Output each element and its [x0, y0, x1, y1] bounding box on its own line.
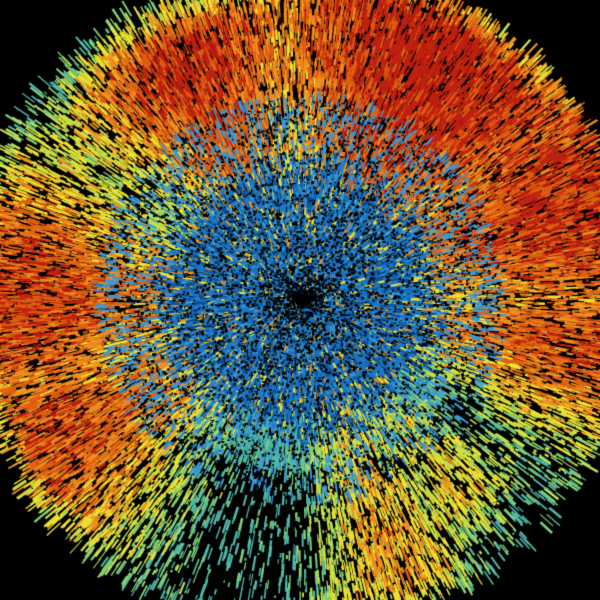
radar-sweep-image	[0, 0, 600, 600]
